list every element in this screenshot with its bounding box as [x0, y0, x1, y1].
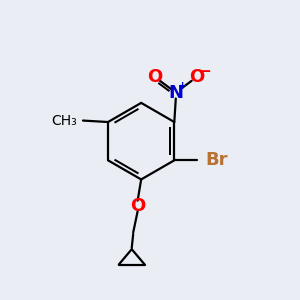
Text: N: N	[168, 84, 183, 102]
Text: +: +	[178, 81, 187, 91]
Text: CH₃: CH₃	[51, 114, 77, 128]
Text: O: O	[189, 68, 204, 86]
Text: Br: Br	[205, 151, 228, 169]
Text: O: O	[130, 197, 145, 215]
Text: O: O	[148, 68, 163, 86]
Text: −: −	[199, 64, 211, 80]
